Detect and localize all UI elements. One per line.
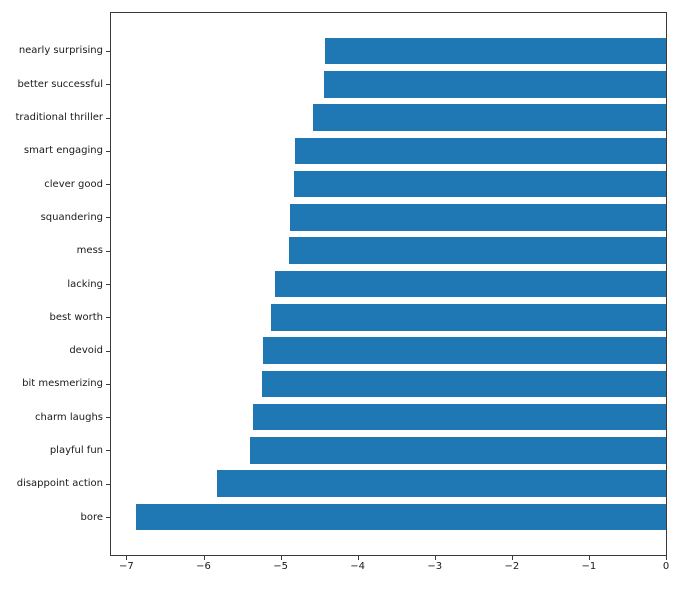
y-tick-mark (106, 50, 110, 52)
bar (262, 337, 666, 364)
y-tick-label: charm laughs (35, 411, 103, 423)
y-tick-label: squandering (40, 211, 103, 223)
x-tick-mark (434, 556, 436, 560)
y-tick-label: smart engaging (23, 145, 103, 157)
y-tick-label: better successful (17, 78, 103, 90)
y-tick-mark (106, 317, 110, 319)
y-tick-mark (106, 383, 110, 385)
y-tick-mark (106, 184, 110, 186)
x-tick-mark (666, 556, 667, 560)
y-tick-label: disappoint action (16, 478, 103, 490)
plot-area (110, 12, 667, 556)
bar (249, 437, 666, 464)
x-tick-label: −5 (273, 561, 288, 572)
y-tick-label: nearly surprising (18, 45, 103, 57)
y-tick-label: playful fun (49, 444, 103, 456)
y-tick-label: bore (80, 511, 103, 523)
y-tick-mark (106, 250, 110, 252)
y-tick-label: traditional thriller (15, 112, 104, 124)
bar (252, 403, 666, 431)
y-tick-mark (106, 84, 110, 86)
y-tick-label: best worth (49, 311, 103, 323)
bar (262, 370, 666, 398)
x-tick-label: −7 (119, 561, 134, 572)
bar (312, 104, 666, 131)
x-tick-label: −3 (427, 561, 443, 572)
y-tick-label: clever good (44, 178, 103, 190)
y-tick-mark (106, 217, 110, 219)
y-tick-mark (106, 350, 110, 352)
x-tick-mark (511, 556, 513, 560)
bar (275, 270, 666, 298)
x-tick-mark (203, 556, 205, 560)
y-tick-label: devoid (69, 345, 103, 357)
x-tick-label: 0 (662, 561, 670, 572)
y-tick-mark (106, 117, 110, 119)
bar (289, 204, 666, 231)
bar (294, 170, 666, 198)
y-tick-label: bit mesmerizing (22, 378, 103, 390)
x-tick-mark (588, 556, 590, 560)
y-tick-mark (106, 450, 110, 452)
x-tick-label: −4 (350, 561, 366, 572)
y-tick-label: mess (76, 245, 103, 257)
bar (217, 470, 666, 498)
bar (136, 503, 666, 531)
bar (295, 137, 666, 165)
x-tick-label: −6 (196, 561, 211, 572)
bar (323, 70, 666, 98)
y-tick-mark (106, 417, 110, 419)
x-tick-mark (126, 556, 128, 560)
y-tick-mark (106, 284, 110, 285)
x-tick-mark (280, 556, 282, 560)
y-tick-mark (106, 483, 110, 485)
bar (289, 237, 666, 265)
bar (271, 303, 666, 331)
y-tick-mark (106, 150, 110, 152)
bar (324, 37, 666, 65)
x-tick-mark (357, 556, 359, 560)
x-tick-label: −2 (504, 561, 520, 572)
y-tick-mark (106, 517, 110, 519)
y-tick-label: lacking (67, 278, 103, 290)
x-tick-label: −1 (581, 561, 597, 572)
